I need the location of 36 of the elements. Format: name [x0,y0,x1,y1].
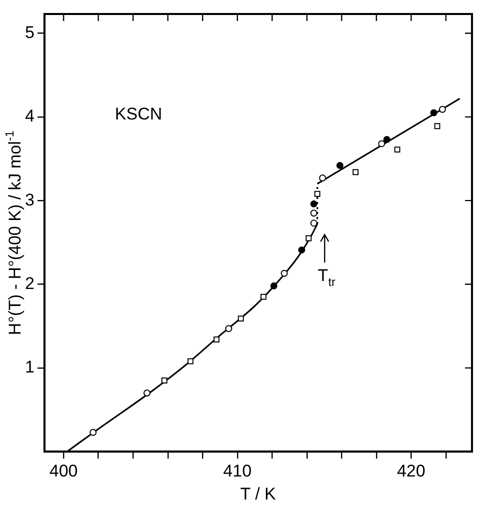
y-tick-label: 2 [24,274,34,293]
point [314,190,320,197]
point [306,235,312,242]
y-tick-label: 5 [24,22,34,42]
point [434,123,440,130]
point [310,200,318,208]
point [319,174,326,182]
point [310,210,318,217]
point [161,378,168,384]
point [225,325,232,332]
point [90,428,97,436]
point [383,136,390,144]
point [280,270,288,277]
point [270,282,278,290]
point [430,109,438,116]
point [352,169,359,176]
point [438,106,446,113]
x-tick-label: 410 [223,461,252,480]
y-tick-label: 3 [24,190,34,210]
point [336,162,344,169]
point [310,220,318,227]
x-tick-label: 400 [49,461,78,480]
y-tick-label: 4 [24,106,34,126]
point [260,294,266,300]
point [298,246,306,254]
annotation: KSCN [114,104,162,124]
y-axis-title: H°(T) - H°(400 K) / kJ mol-1 [2,130,25,336]
point [187,358,194,364]
point [238,316,244,322]
x-tick-label: 420 [396,461,426,480]
point [394,146,400,153]
point [143,390,150,397]
point [214,336,220,342]
point [378,140,386,148]
x-axis-title: T / K [240,484,277,504]
y-tick-label: 1 [24,358,34,377]
